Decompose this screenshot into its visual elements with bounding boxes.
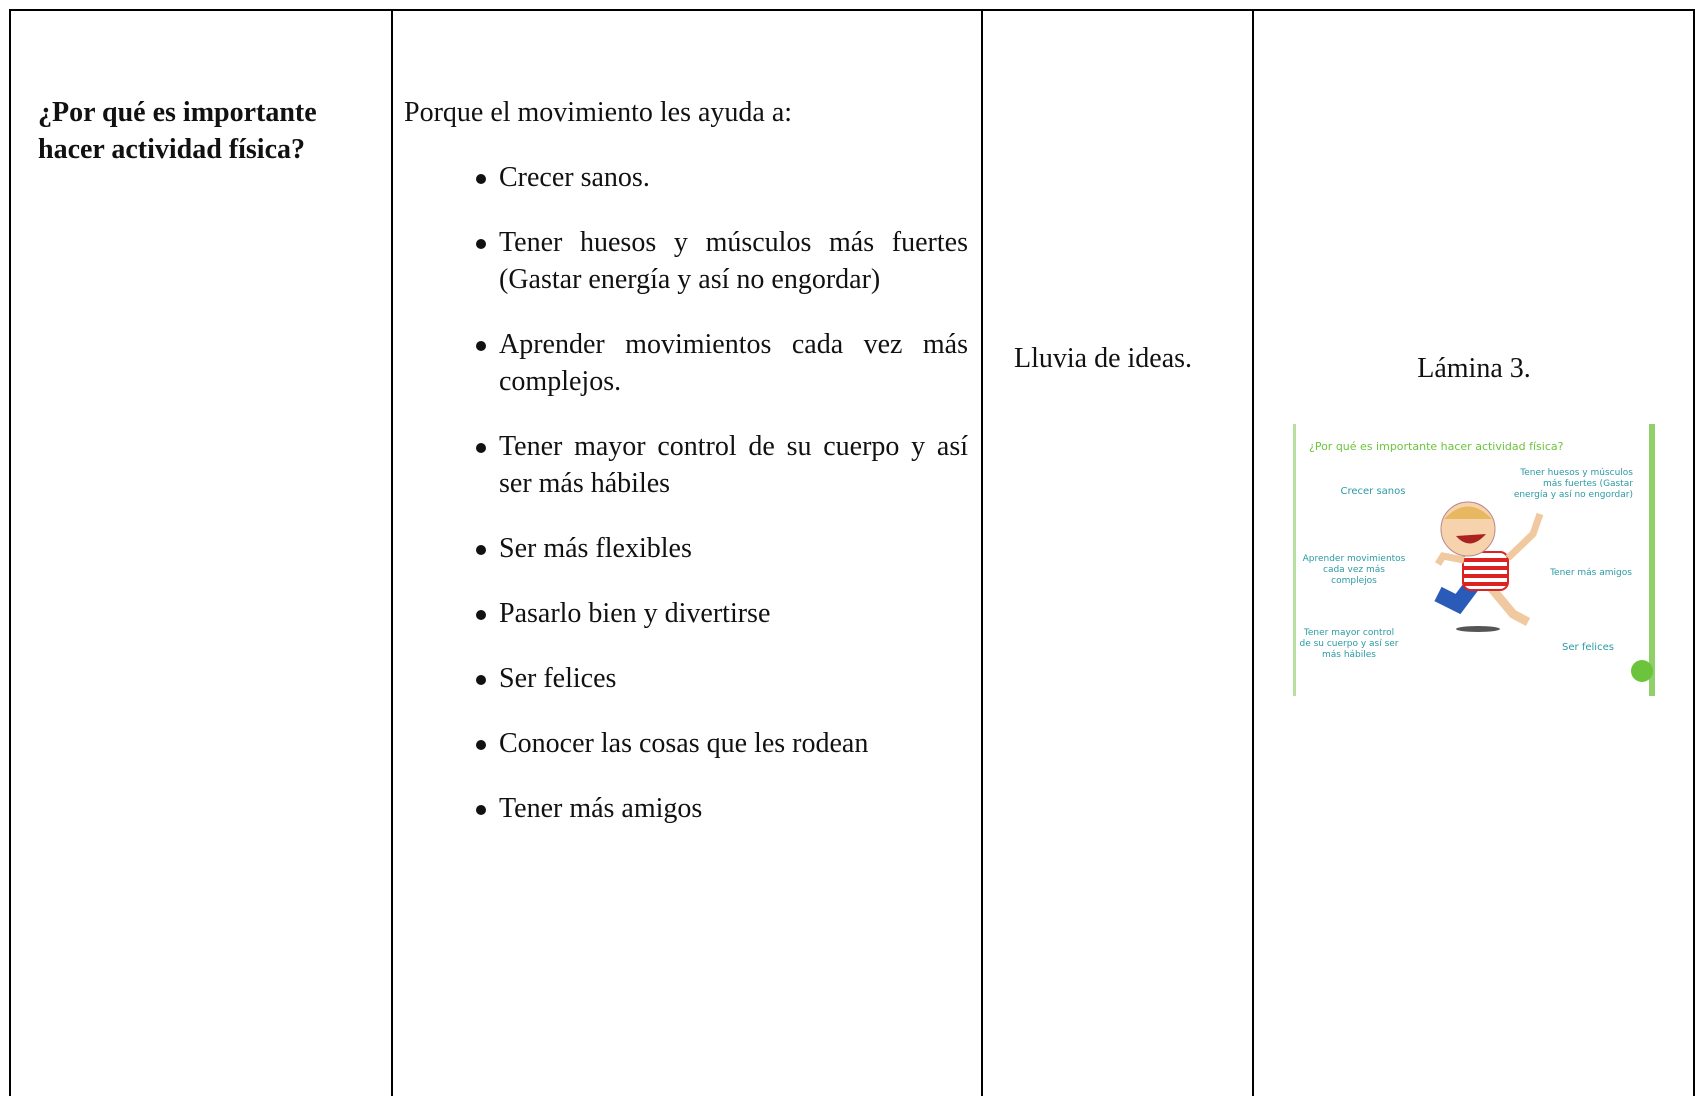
slide-label: Aprender movimientos cada vez más comple…	[1302, 554, 1406, 586]
answer-item: Tener mayor control de su cuerpo y así s…	[404, 428, 968, 502]
answer-item: Ser felices	[404, 660, 968, 697]
answer: Porque el movimiento les ayuda a: Crecer…	[404, 94, 968, 827]
answer-item: Ser más flexibles	[404, 530, 968, 567]
answer-item: Conocer las cosas que les rodean	[404, 725, 968, 762]
answer-item: Tener huesos y músculos más fuertes (Gas…	[404, 224, 968, 298]
strategy: Lluvia de ideas.	[1014, 343, 1193, 374]
answer-list: Crecer sanos. Tener huesos y músculos más…	[404, 159, 968, 827]
slide-illustration	[1434, 501, 1544, 632]
slide-title: ¿Por qué es importante hacer actividad f…	[1309, 440, 1564, 453]
slide-label: Crecer sanos	[1340, 486, 1406, 497]
answer-item: Crecer sanos.	[404, 159, 968, 196]
answer-item: Tener más amigos	[404, 790, 968, 827]
slide-label: Tener más amigos	[1550, 568, 1632, 578]
table-border	[9, 9, 11, 1096]
table-border	[391, 9, 393, 1096]
slide-label: Tener huesos y músculos más fuertes (Gas…	[1513, 468, 1633, 500]
slide-border	[1649, 424, 1655, 696]
table-border	[9, 9, 1695, 11]
slide-image: ¿Por qué es importante hacer actividad f…	[1293, 424, 1663, 696]
slide-label: Tener mayor control de su cuerpo y así s…	[1299, 628, 1399, 660]
slide-border	[1293, 424, 1296, 696]
question: ¿Por qué es importante hacer actividad f…	[38, 97, 317, 165]
table-border	[1252, 9, 1254, 1096]
answer-item: Aprender movimientos cada vez más comple…	[404, 326, 968, 400]
table-border	[981, 9, 983, 1096]
answer-item: Pasarlo bien y divertirse	[404, 595, 968, 632]
answer-intro: Porque el movimiento les ayuda a:	[404, 97, 793, 128]
table-border	[1693, 9, 1695, 1096]
slide-label: Ser felices	[1562, 642, 1614, 653]
slide-dot	[1631, 660, 1653, 682]
resource-label: Lámina 3.	[1417, 353, 1531, 384]
